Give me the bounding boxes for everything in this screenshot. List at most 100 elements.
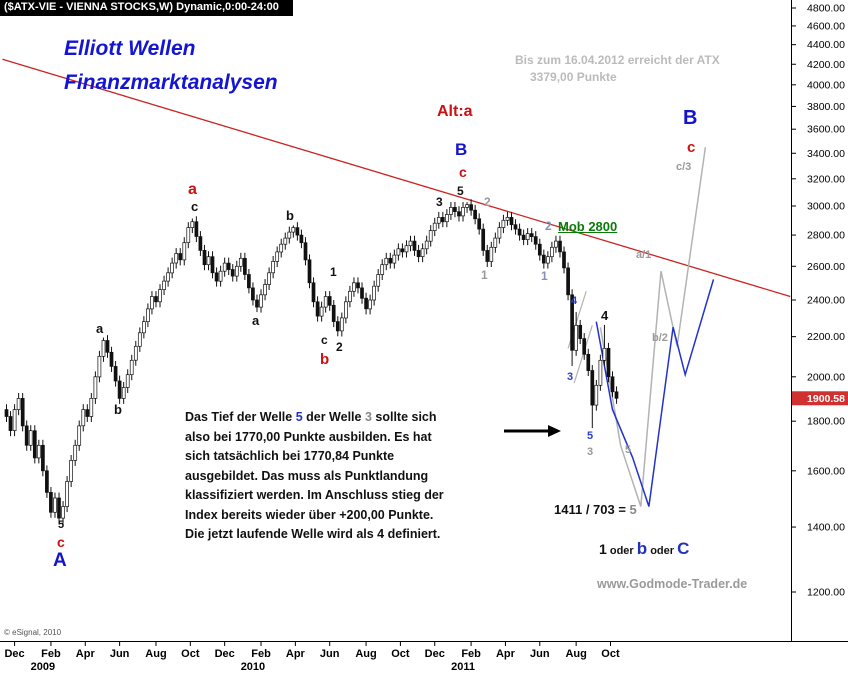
wave-label: b/2 (652, 332, 668, 344)
last-price-badge (792, 391, 848, 406)
analysis-text: Das Tief der Welle 5 der Welle 3 sollte … (185, 408, 444, 545)
brand-text: Elliott Wellen Finanzmarktanalysen (64, 32, 278, 100)
wave-label: c (57, 534, 65, 550)
svg-text:Feb: Feb (251, 648, 271, 660)
y-axis[interactable]: 4800.00 4600.00 4400.00 4200.00 4000.00 3800.… (791, 0, 848, 641)
analysis-line: Die jetzt laufende Welle wird als 4 defi… (185, 527, 441, 541)
wave-label: b (286, 208, 294, 223)
analysis-line: also bei 1770,00 Punkte ausbilden. Es ha… (185, 429, 432, 444)
wave-label: b (320, 351, 330, 368)
wave-label: 4 (601, 308, 609, 323)
forecast-note: Bis zum 16.04.2012 erreicht der ATX 3379… (515, 52, 720, 86)
wave-label: 5 (457, 184, 464, 198)
svg-text:4000.00: 4000.00 (807, 79, 845, 91)
wave-label: Alt:a (437, 103, 473, 120)
svg-text:Jun: Jun (530, 648, 550, 660)
analysis-line: sich tatsächlich bei 1770,84 Punkte (185, 449, 395, 463)
wave-label: c (321, 333, 328, 347)
svg-text:1600.00: 1600.00 (807, 465, 845, 477)
wave-label: 5 (587, 430, 594, 442)
svg-text:Jun: Jun (320, 648, 340, 660)
wave-label: 3 (567, 371, 574, 383)
mob-level-label: Mob 2800 (558, 219, 618, 234)
wave-label: 3 (587, 446, 594, 458)
wave-label: c (459, 164, 467, 180)
wave-label: B (683, 107, 698, 129)
candles (4, 199, 619, 524)
wave-label: c (191, 199, 199, 214)
svg-text:Dec: Dec (425, 648, 445, 660)
wave-label: B (455, 140, 468, 159)
svg-text:Oct: Oct (181, 648, 200, 660)
wave-label: b (114, 402, 122, 417)
wave-label: a/1 (636, 249, 652, 261)
svg-text:Aug: Aug (145, 648, 166, 660)
wave-label: 2 (545, 219, 552, 233)
svg-text:1200.00: 1200.00 (807, 587, 845, 599)
wave-label: a (188, 181, 197, 198)
svg-text:3200.00: 3200.00 (807, 173, 845, 185)
resistance-trendline (2, 58, 791, 298)
svg-text:2009: 2009 (31, 661, 55, 673)
wave-label: 1 (330, 265, 337, 279)
svg-text:Apr: Apr (496, 648, 516, 660)
svg-text:4400.00: 4400.00 (807, 39, 845, 51)
svg-text:Aug: Aug (565, 648, 586, 660)
wave-label: c/3 (676, 161, 692, 173)
alternative-count-label: 1 oder b oder C (599, 539, 690, 558)
svg-text:2000.00: 2000.00 (807, 371, 845, 383)
wave-label: c (687, 139, 696, 156)
wave-label: a (96, 321, 104, 336)
wave-label: 2 (336, 340, 343, 354)
arrow-annotation (504, 425, 561, 437)
svg-text:2010: 2010 (241, 661, 265, 673)
svg-text:3800.00: 3800.00 (807, 101, 845, 113)
wave-label: 2 (484, 195, 491, 209)
svg-text:Oct: Oct (391, 648, 410, 660)
forecast-line1: Bis zum 16.04.2012 erreicht der ATX (515, 53, 720, 67)
wave-label: 1 (541, 269, 548, 283)
svg-text:4200.00: 4200.00 (807, 59, 845, 71)
svg-text:3000.00: 3000.00 (807, 200, 845, 212)
chart-title: ($ATX-VIE - VIENNA STOCKS,W) Dynamic,0:0… (0, 0, 293, 16)
svg-text:1900.58: 1900.58 (807, 393, 845, 405)
wave-label: 3 (436, 195, 443, 209)
svg-text:2400.00: 2400.00 (807, 295, 845, 307)
fibo-calc-label: 1411 / 703 = 5 (554, 502, 637, 517)
brand-line1: Elliott Wellen (64, 37, 196, 60)
svg-text:3600.00: 3600.00 (807, 124, 845, 136)
svg-text:1800.00: 1800.00 (807, 416, 845, 428)
svg-text:Jun: Jun (110, 648, 130, 660)
svg-text:Dec: Dec (215, 648, 235, 660)
wave-label: A (53, 550, 67, 571)
svg-text:2200.00: 2200.00 (807, 331, 845, 343)
copyright: © eSignal, 2010 (4, 628, 62, 637)
svg-text:3400.00: 3400.00 (807, 148, 845, 160)
svg-text:Dec: Dec (4, 648, 24, 660)
svg-text:Feb: Feb (461, 648, 481, 660)
svg-text:2800.00: 2800.00 (807, 230, 845, 242)
analysis-line: klassifiziert werden. Im Anschluss stieg… (185, 488, 444, 502)
svg-text:4800.00: 4800.00 (807, 3, 845, 15)
svg-text:Oct: Oct (601, 648, 620, 660)
forecast-line2: 3379,00 Punkte (530, 70, 617, 84)
analysis-line: Index bereits wieder über +200,00 Punkte… (185, 507, 434, 522)
brand-line2: Finanzmarktanalysen (64, 71, 278, 94)
svg-text:2600.00: 2600.00 (807, 261, 845, 273)
wave-label: a (252, 313, 260, 328)
wave-label: 1 (481, 268, 488, 282)
svg-text:Aug: Aug (355, 648, 376, 660)
wave-label: 5 (58, 519, 65, 531)
svg-text:Apr: Apr (76, 648, 96, 660)
wave-label: 4 (571, 295, 578, 307)
svg-text:Feb: Feb (41, 648, 61, 660)
x-axis[interactable]: Dec Feb Apr Jun Aug Oct Dec Feb Apr Jun Aug Oct Dec F… (0, 641, 848, 673)
analysis-line: Das Tief der Welle 5 der Welle 3 sollte … (185, 410, 437, 424)
analysis-line: ausgebildet. Das muss als Punktlandung (185, 468, 429, 483)
svg-text:Apr: Apr (286, 648, 306, 660)
svg-text:1400.00: 1400.00 (807, 522, 845, 534)
svg-text:2011: 2011 (451, 661, 475, 673)
wave-label: 5 (625, 444, 632, 456)
